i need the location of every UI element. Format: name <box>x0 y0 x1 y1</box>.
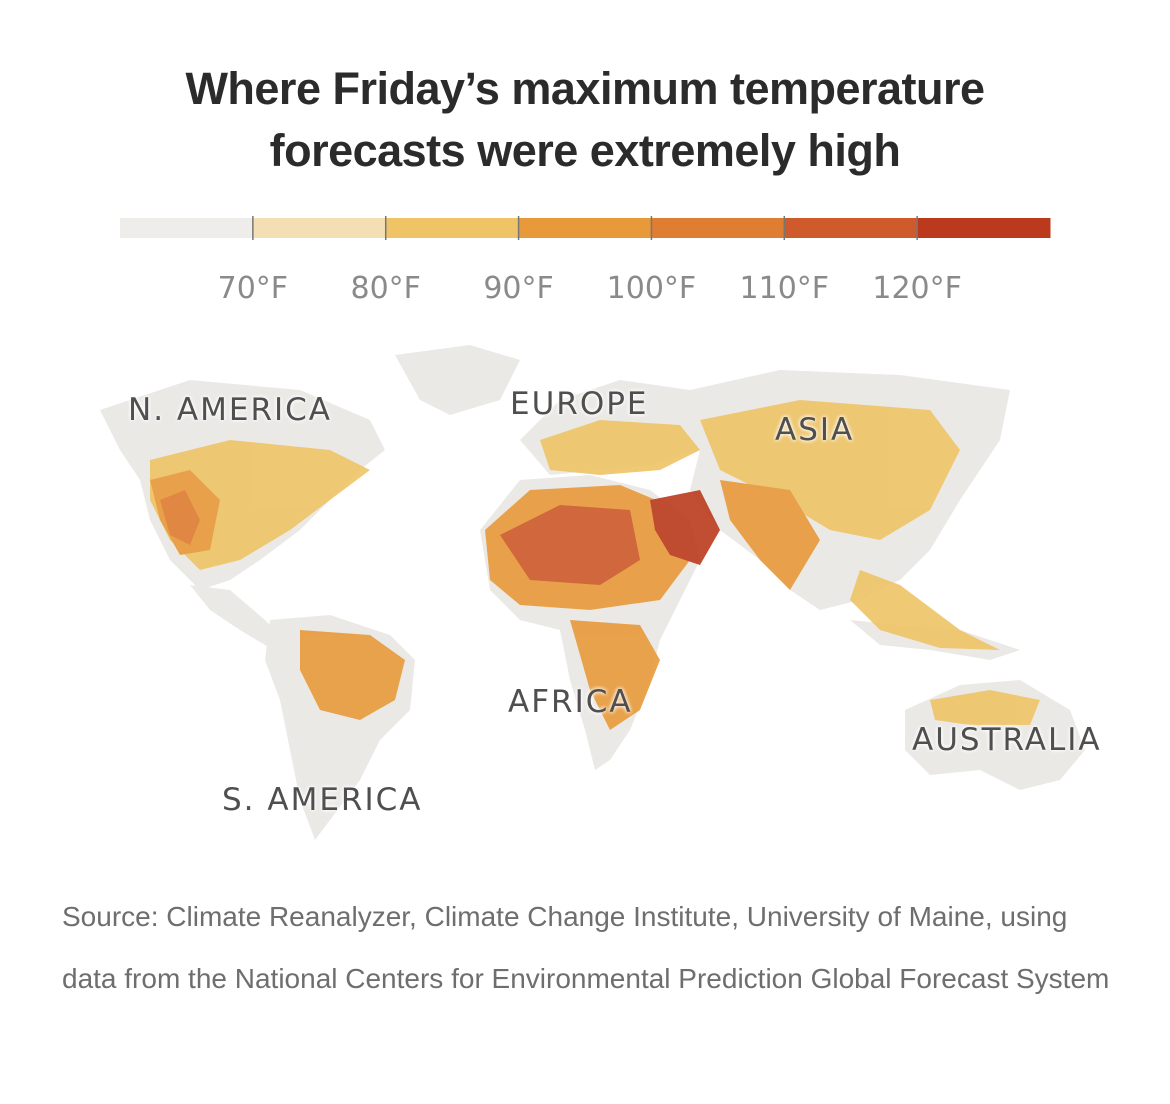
legend-bin <box>917 218 1051 238</box>
heat-central-asia <box>700 400 960 540</box>
label-north-america: N. AMERICA <box>128 392 332 428</box>
legend-tick-label: 100°F <box>607 271 697 306</box>
heat-arabia <box>650 490 720 565</box>
legend-tick-label: 90°F <box>483 271 553 306</box>
legend-tick-label: 80°F <box>350 271 420 306</box>
temperature-legend: 70°F 80°F 90°F 100°F 110°F 120°F <box>120 216 1051 306</box>
legend-tick-label: 70°F <box>218 271 288 306</box>
legend-bin <box>518 218 652 238</box>
source-note: Source: Climate Reanalyzer, Climate Chan… <box>62 901 1110 994</box>
central-america-landmass <box>190 585 290 648</box>
legend-tick-label: 110°F <box>740 271 830 306</box>
legend-bin <box>120 218 254 238</box>
label-australia: AUSTRALIA <box>912 722 1102 758</box>
heat-amazon <box>300 630 405 720</box>
heat-south-asia <box>720 480 820 590</box>
label-south-america: S. AMERICA <box>222 782 423 818</box>
heat-sahara-core <box>500 505 640 585</box>
label-europe: EUROPE <box>510 386 649 422</box>
greenland <box>395 345 520 415</box>
heat-central-africa <box>570 620 660 730</box>
chart-title-line-1: Where Friday’s maximum temperature <box>185 63 985 114</box>
legend-bin <box>252 218 387 238</box>
chart-title: Where Friday’s maximum temperature forec… <box>0 58 1170 182</box>
legend-bin <box>651 218 785 238</box>
heat-texas-mexico <box>160 490 200 545</box>
legend-bin <box>385 218 520 238</box>
heat-southeast-asia <box>850 570 1000 650</box>
label-africa: AFRICA <box>508 684 633 720</box>
label-asia: ASIA <box>775 412 855 448</box>
world-temperature-map <box>100 345 1085 840</box>
heat-overlay <box>150 400 1040 730</box>
heat-north-australia <box>930 690 1040 725</box>
legend-tick-label: 120°F <box>872 271 962 306</box>
heat-europe <box>540 420 700 475</box>
chart-title-line-2: forecasts were extremely high <box>269 125 901 176</box>
legend-bin <box>784 218 918 238</box>
